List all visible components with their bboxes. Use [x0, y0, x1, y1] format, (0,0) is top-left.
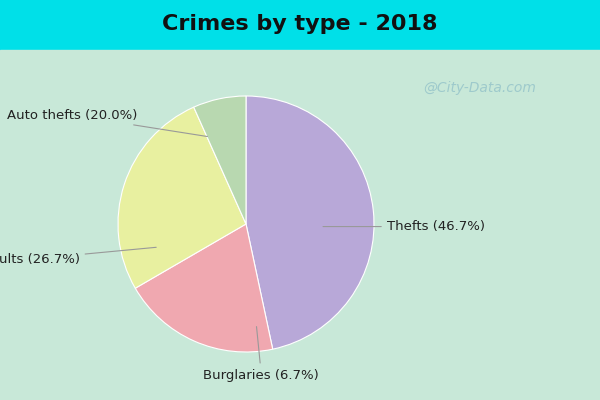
Text: Auto thefts (20.0%): Auto thefts (20.0%) — [7, 109, 208, 136]
Text: Burglaries (6.7%): Burglaries (6.7%) — [203, 327, 319, 382]
Text: @City-Data.com: @City-Data.com — [424, 81, 536, 95]
Text: Assaults (26.7%): Assaults (26.7%) — [0, 247, 156, 266]
Bar — [0, 0, 600, 50]
Wedge shape — [118, 107, 246, 288]
Wedge shape — [135, 224, 273, 352]
Bar — [0, 50, 600, 400]
Text: Crimes by type - 2018: Crimes by type - 2018 — [162, 14, 438, 34]
Wedge shape — [194, 96, 246, 224]
Text: Thefts (46.7%): Thefts (46.7%) — [323, 220, 485, 233]
Wedge shape — [246, 96, 374, 349]
